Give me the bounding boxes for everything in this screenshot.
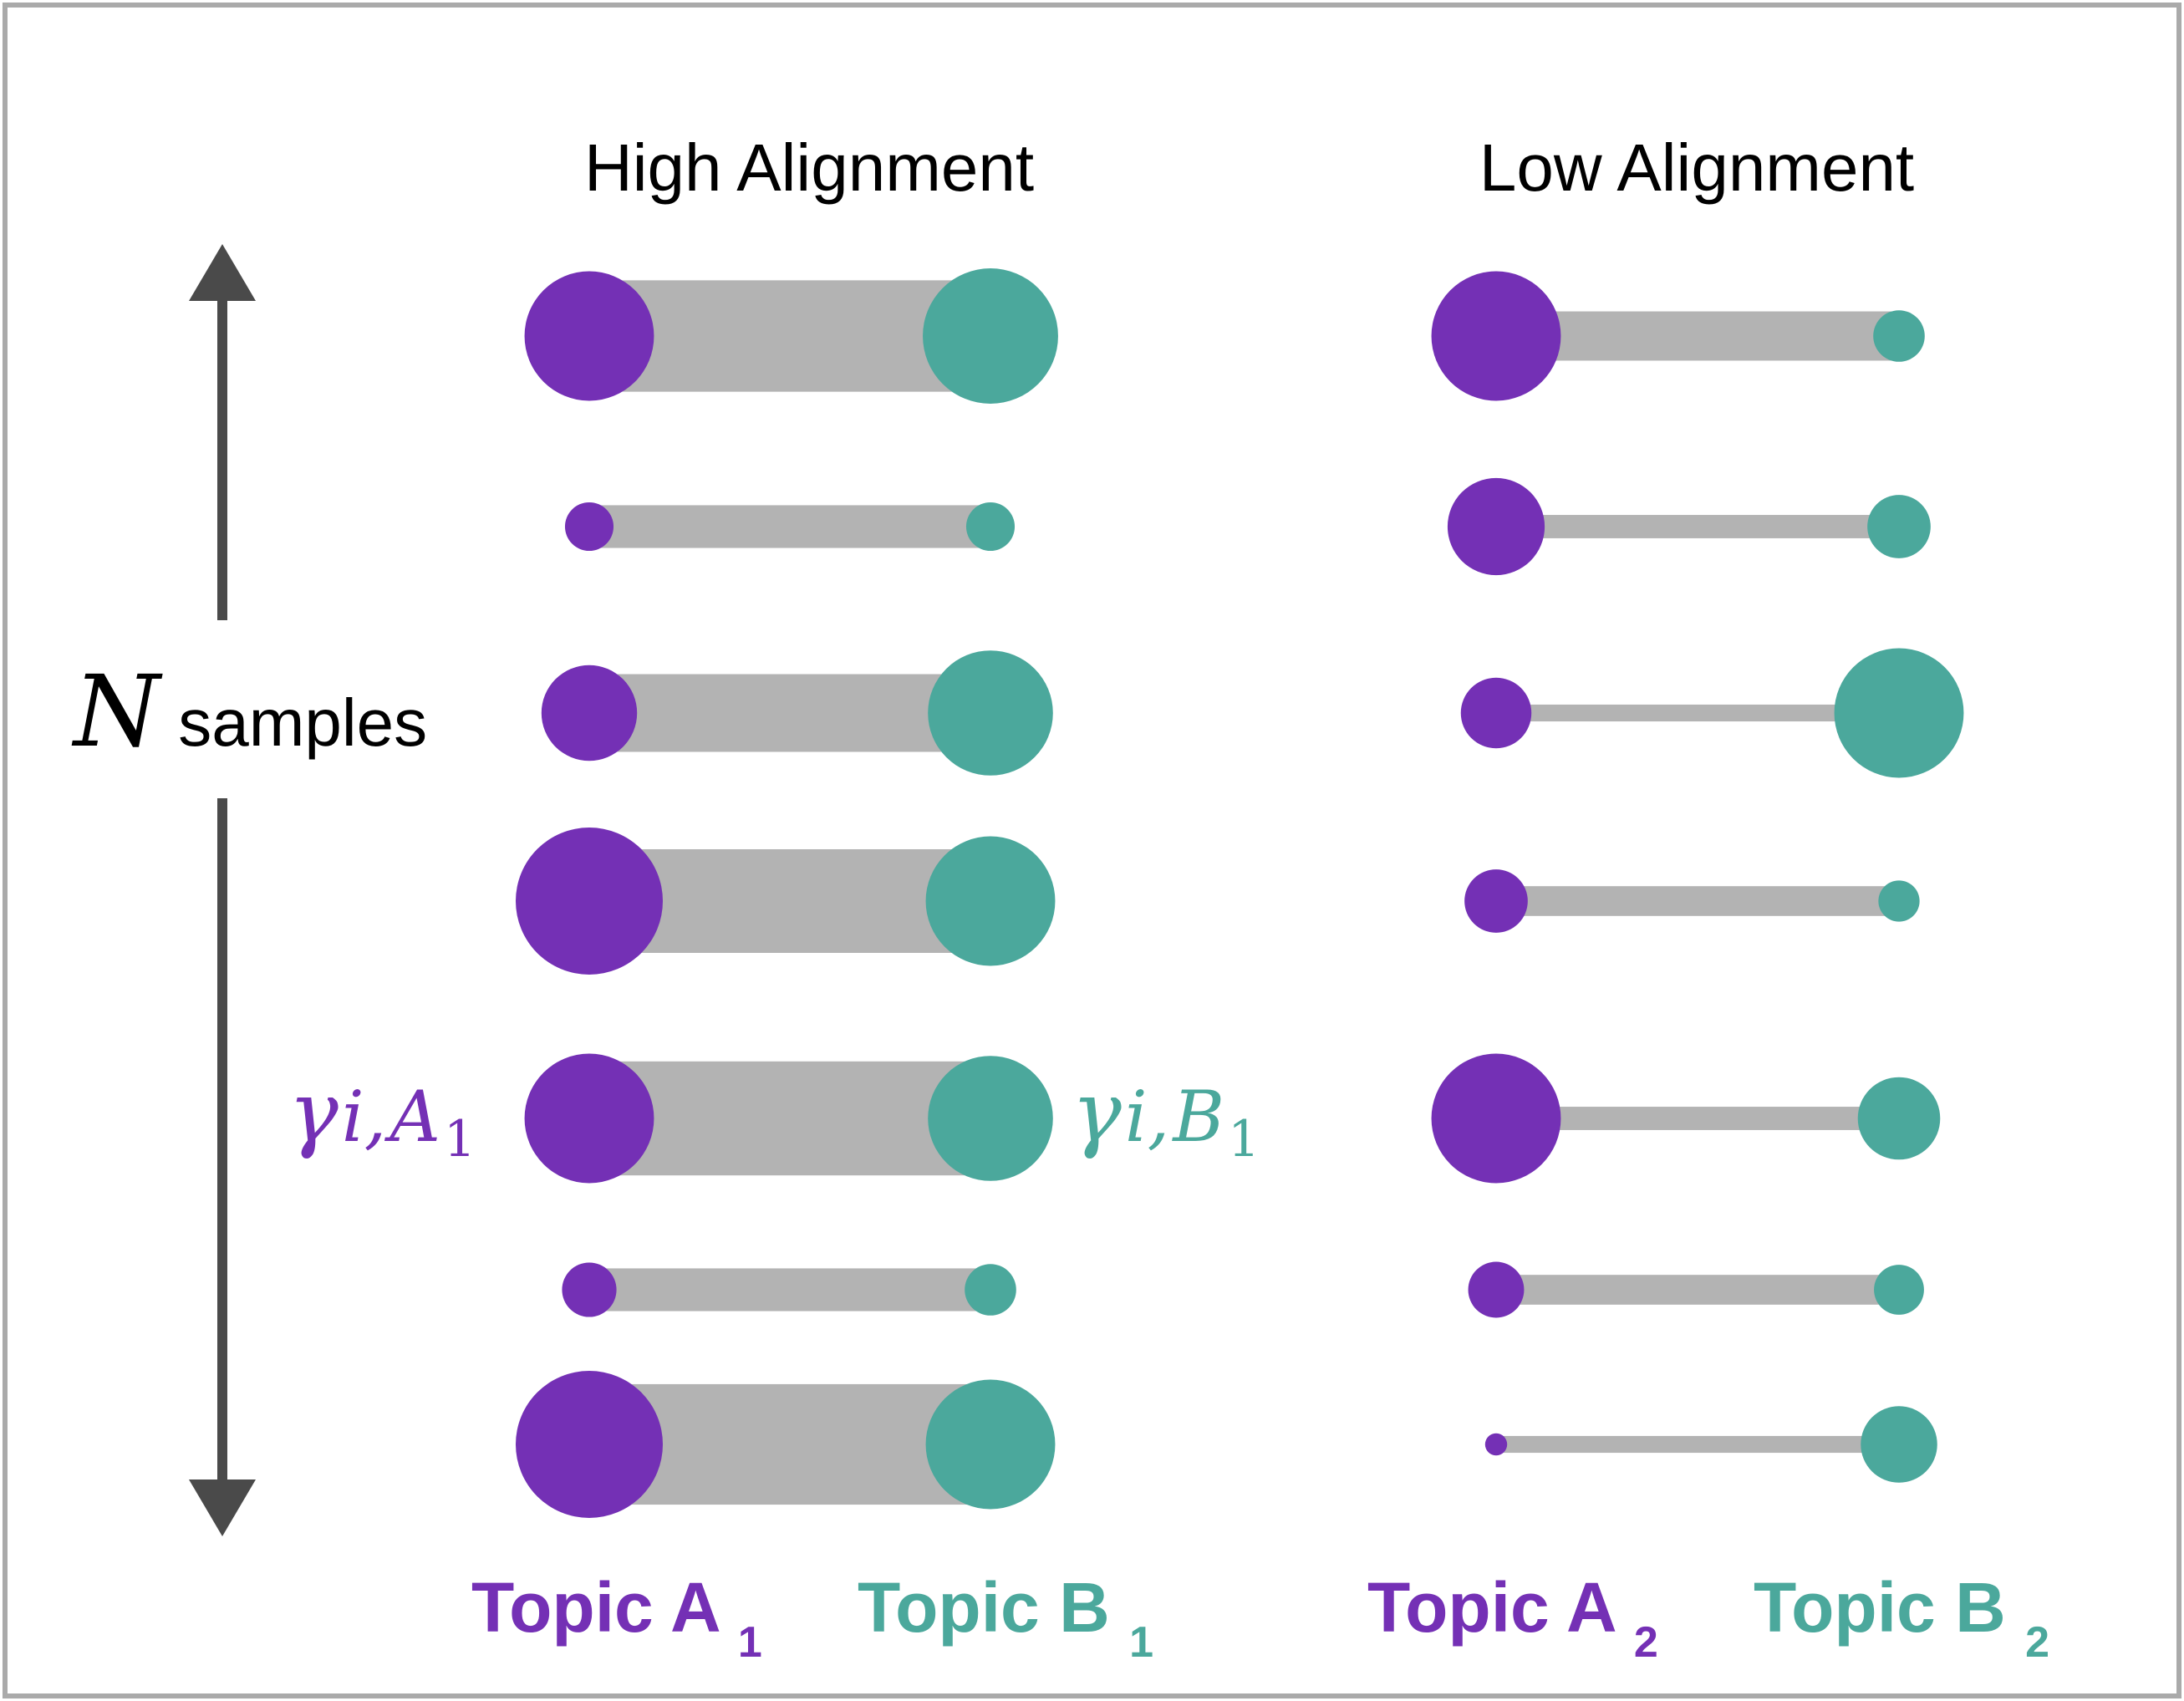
- samples-label: N samples: [71, 654, 427, 769]
- alignment-bar: [1496, 886, 1899, 916]
- topic-b1-sub: 1: [1129, 1618, 1153, 1667]
- arrow-head-down-icon: [189, 1479, 256, 1536]
- topic-b-weight-dot: [1861, 1406, 1937, 1483]
- gamma-b-topic: B: [1171, 1076, 1224, 1158]
- samples-axis-arrow: [189, 244, 256, 1536]
- topic-b1-label: Topic B 1: [858, 1568, 1153, 1667]
- topic-a-weight-dot: [562, 1262, 617, 1317]
- topic-a-weight-dot: [541, 665, 638, 761]
- topic-b-weight-dot: [923, 268, 1058, 404]
- alignment-bar: [1496, 1107, 1899, 1130]
- topic-b2-label: Topic B 2: [1754, 1568, 2049, 1667]
- topic-b-weight-dot: [1857, 1077, 1941, 1160]
- diagram-frame: [3, 3, 2181, 1698]
- alignment-bar: [1496, 515, 1899, 538]
- topic-a-weight-dot: [1468, 1261, 1525, 1318]
- topic-b-weight-dot: [1873, 310, 1925, 362]
- topic-a-weight-dot: [524, 271, 654, 401]
- alignment-bar: [1496, 1435, 1899, 1454]
- samples-word: samples: [178, 685, 427, 760]
- topic-a2-label: Topic A 2: [1367, 1568, 1658, 1667]
- alignment-bar: [589, 1268, 990, 1311]
- topic-a-weight-dot: [1460, 677, 1532, 749]
- gamma-a-topic: A: [384, 1076, 440, 1158]
- topic-b2-sub: 2: [2025, 1618, 2049, 1667]
- samples-symbol: N: [71, 654, 163, 769]
- topic-a2-text: Topic A: [1367, 1568, 1616, 1647]
- gamma-a-topic-sub: 1: [444, 1110, 476, 1169]
- alignment-bar: [1496, 1275, 1899, 1305]
- alignment-bar: [589, 674, 990, 752]
- topic-b-weight-dot: [928, 650, 1053, 776]
- alignment-bar: [1496, 311, 1899, 361]
- topic-a2-sub: 2: [1634, 1618, 1658, 1667]
- topic-b-weight-dot: [1878, 880, 1920, 922]
- topic-a-weight-dot: [1447, 477, 1545, 576]
- panel-title-high: High Alignment: [584, 130, 1034, 205]
- topic-a1-sub: 1: [738, 1618, 762, 1667]
- topic-a-weight-dot: [1484, 1433, 1508, 1456]
- topic-b-weight-dot: [965, 502, 1016, 552]
- topic-b-weight-dot: [965, 1264, 1016, 1316]
- topic-b-weight-dot: [925, 836, 1056, 966]
- topic-a-weight-dot: [516, 1371, 663, 1518]
- topic-a-weight-dot: [516, 828, 663, 975]
- topic-b-weight-dot: [925, 1379, 1056, 1510]
- topic-b1-text: Topic B: [858, 1568, 1110, 1647]
- topic-b-weight-dot: [1867, 495, 1931, 558]
- gamma-a-annotation: γ i, A 1: [288, 1063, 476, 1169]
- panel-title-low: Low Alignment: [1479, 130, 1914, 205]
- arrow-head-up-icon: [189, 244, 256, 301]
- topic-b2-text: Topic B: [1754, 1568, 2006, 1647]
- gamma-a-index: i,: [342, 1076, 387, 1158]
- alignment-bar: [1496, 704, 1899, 722]
- gamma-b-annotation: γ i, B 1: [1072, 1063, 1260, 1169]
- topic-b-weight-dot: [1834, 648, 1964, 778]
- topic-a1-text: Topic A: [471, 1568, 720, 1647]
- topic-a-weight-dot: [1431, 271, 1561, 401]
- sample-rows: [516, 268, 1964, 1518]
- topic-a-weight-dot: [524, 1053, 654, 1184]
- alignment-bar: [589, 505, 990, 548]
- alignment-bar: [589, 1061, 990, 1176]
- gamma-b-topic-sub: 1: [1228, 1110, 1260, 1169]
- topic-a-weight-dot: [564, 502, 614, 552]
- topic-a-weight-dot: [1431, 1053, 1561, 1184]
- topic-b-weight-dot: [1874, 1265, 1924, 1315]
- topic-a-weight-dot: [1464, 869, 1528, 933]
- gamma-b-index: i,: [1125, 1076, 1170, 1158]
- topic-b-weight-dot: [928, 1056, 1053, 1181]
- gamma-a-symbol: γ: [288, 1063, 339, 1161]
- gamma-b-symbol: γ: [1072, 1063, 1122, 1161]
- topic-a1-label: Topic A 1: [471, 1568, 762, 1667]
